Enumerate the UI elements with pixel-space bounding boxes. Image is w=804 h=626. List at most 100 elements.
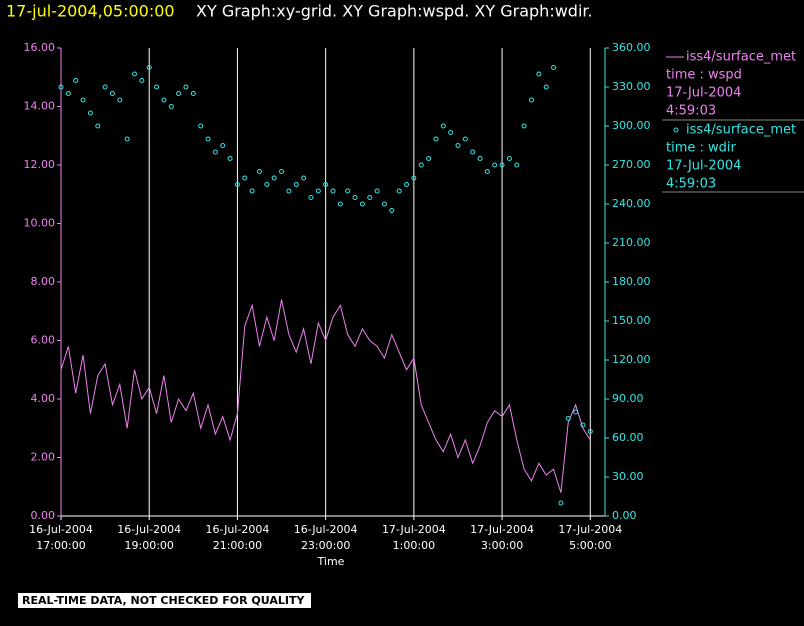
x-tick-label: 1:00:00 bbox=[393, 539, 435, 552]
wdir-point bbox=[227, 156, 233, 161]
y2-tick-label: 270.00 bbox=[612, 158, 651, 171]
x-tick-label: 5:00:00 bbox=[569, 539, 611, 552]
x-tick-label: 3:00:00 bbox=[481, 539, 523, 552]
wdir-point bbox=[234, 182, 240, 187]
x-tick-label: 17-Jul-2004 bbox=[382, 523, 446, 536]
wdir-point bbox=[396, 188, 402, 194]
wdir-point bbox=[426, 156, 432, 161]
wdir-point bbox=[205, 136, 211, 142]
wdir-point bbox=[315, 188, 321, 194]
legend-line-text: 4:59:03 bbox=[666, 177, 716, 192]
x-tick-label: 17-Jul-2004 bbox=[470, 523, 534, 536]
wdir-point bbox=[418, 162, 424, 168]
wdir-point bbox=[580, 422, 586, 428]
legend-name: iss4/surface_met bbox=[686, 50, 796, 65]
wdir-point bbox=[448, 130, 454, 135]
wdir-point bbox=[58, 84, 64, 90]
y-tick-label: 14.00 bbox=[24, 100, 56, 113]
y-tick-label: 8.00 bbox=[31, 275, 56, 288]
wdir-point bbox=[256, 169, 262, 174]
title-time: 17-jul-2004,05:00:00 bbox=[6, 2, 175, 21]
y-tick-label: 16.00 bbox=[24, 41, 56, 54]
wdir-point bbox=[411, 175, 417, 181]
wdir-point bbox=[521, 123, 527, 129]
y2-tick-label: 330.00 bbox=[612, 80, 651, 93]
wdir-point bbox=[330, 188, 336, 194]
y2-tick-label: 90.00 bbox=[612, 392, 644, 405]
y-tick-label: 2.00 bbox=[31, 451, 56, 464]
wdir-point bbox=[279, 169, 285, 174]
legend-line-text: 4:59:03 bbox=[666, 104, 716, 119]
wdir-point bbox=[506, 156, 512, 161]
wdir-point bbox=[499, 162, 505, 168]
x-tick-label: 23:00:00 bbox=[301, 539, 350, 552]
wdir-point bbox=[161, 97, 167, 103]
y-tick-label: 6.00 bbox=[31, 334, 56, 347]
y2-tick-label: 240.00 bbox=[612, 197, 651, 210]
y-tick-label: 4.00 bbox=[31, 392, 56, 405]
wdir-point bbox=[573, 409, 579, 415]
y2-tick-label: 150.00 bbox=[612, 314, 651, 327]
x-tick-label: 21:00:00 bbox=[213, 539, 262, 552]
x-tick-label: 16-Jul-2004 bbox=[29, 523, 93, 536]
wdir-point bbox=[345, 188, 351, 194]
legend-line-text: 17-Jul-2004 bbox=[666, 86, 741, 101]
wdir-point bbox=[264, 182, 270, 187]
wdir-point bbox=[337, 201, 343, 207]
wdir-point bbox=[455, 143, 461, 148]
y2-tick-label: 0.00 bbox=[612, 509, 637, 522]
wdir-point bbox=[249, 188, 255, 194]
wdir-point bbox=[484, 169, 490, 174]
wdir-point bbox=[109, 91, 115, 96]
wdir-point bbox=[470, 149, 476, 155]
wdir-point bbox=[359, 201, 365, 207]
y2-tick-label: 210.00 bbox=[612, 236, 651, 249]
wdir-point bbox=[293, 182, 299, 187]
wdir-point bbox=[381, 201, 387, 207]
wdir-point bbox=[389, 208, 395, 213]
wdir-point bbox=[220, 143, 226, 148]
wdir-point bbox=[301, 175, 307, 181]
wdir-point bbox=[117, 97, 123, 103]
x-tick-label: 17:00:00 bbox=[36, 539, 85, 552]
wdir-point bbox=[536, 71, 542, 77]
y2-tick-label: 30.00 bbox=[612, 470, 644, 483]
wdir-point bbox=[551, 65, 557, 70]
x-tick-label: 19:00:00 bbox=[125, 539, 174, 552]
footer-box bbox=[18, 593, 311, 608]
legend-line-text: time : wdir bbox=[666, 141, 737, 156]
wdir-point bbox=[462, 136, 468, 142]
wdir-point bbox=[565, 416, 571, 421]
x-tick-label: 16-Jul-2004 bbox=[206, 523, 270, 536]
wdir-point bbox=[323, 182, 329, 187]
wdir-point bbox=[543, 84, 549, 90]
wdir-point bbox=[73, 78, 79, 83]
wdir-point bbox=[198, 123, 204, 129]
wdir-point bbox=[367, 195, 373, 200]
wdir-point bbox=[308, 195, 314, 200]
y-tick-label: 12.00 bbox=[24, 158, 56, 171]
x-axis-label: Time bbox=[317, 555, 345, 568]
footer: REAL-TIME DATA, NOT CHECKED FOR QUALITY bbox=[22, 594, 305, 607]
x-tick-label: 17-Jul-2004 bbox=[558, 523, 622, 536]
wdir-point bbox=[271, 175, 277, 181]
wdir-point bbox=[558, 500, 564, 506]
wdir-point bbox=[87, 110, 93, 116]
wdir-point bbox=[242, 175, 248, 181]
wdir-point bbox=[154, 84, 160, 90]
legend-line-text: time : wspd bbox=[666, 68, 742, 83]
x-tick-label: 16-Jul-2004 bbox=[117, 523, 181, 536]
wdir-point bbox=[168, 104, 174, 109]
wdir-point bbox=[212, 149, 218, 155]
legend-marker bbox=[673, 127, 679, 133]
wdir-point bbox=[146, 65, 152, 70]
chart-title: XY Graph:xy-grid. XY Graph:wspd. XY Grap… bbox=[196, 2, 593, 21]
wdir-point bbox=[492, 162, 498, 168]
y-tick-label: 10.00 bbox=[24, 217, 56, 230]
y2-tick-label: 120.00 bbox=[612, 353, 651, 366]
wdir-point bbox=[95, 123, 101, 129]
y2-tick-label: 360.00 bbox=[612, 41, 651, 54]
wdir-point bbox=[139, 78, 145, 83]
legend-line-text: 17-Jul-2004 bbox=[666, 159, 741, 174]
wdir-point bbox=[132, 71, 138, 77]
